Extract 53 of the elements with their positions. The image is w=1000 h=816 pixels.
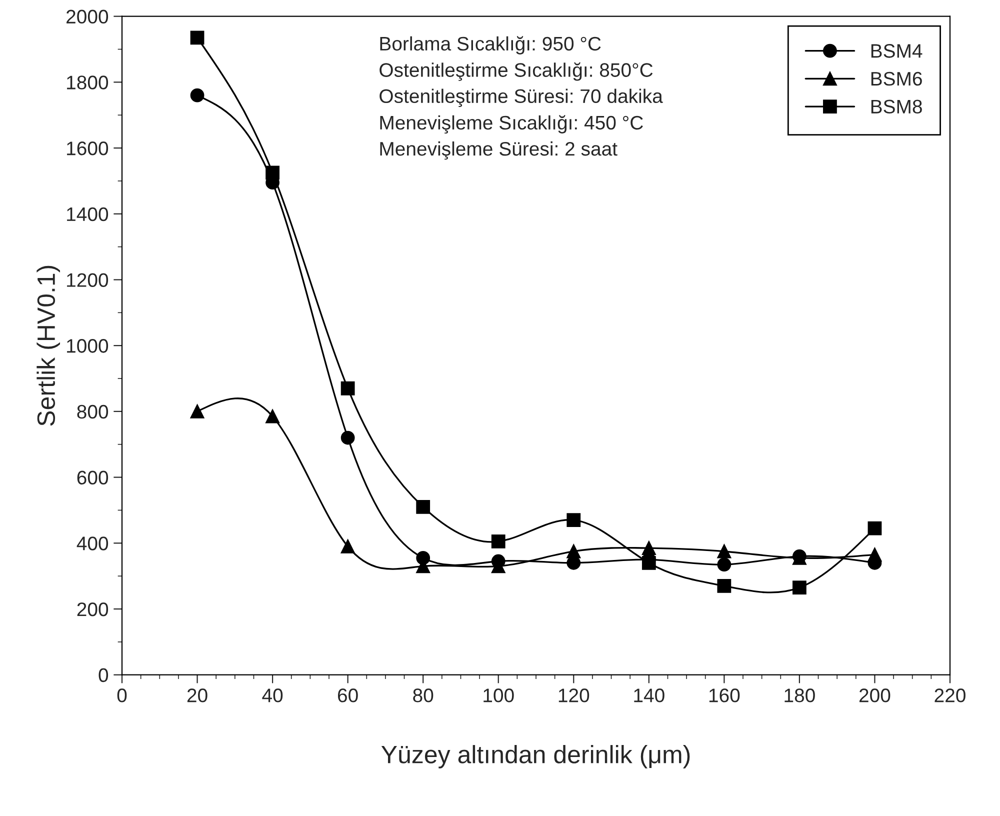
x-tick-label: 140 (634, 688, 664, 702)
point (491, 534, 506, 548)
x-tick-label: 180 (784, 688, 815, 702)
y-tick-label: 200 (77, 602, 108, 616)
x-tick-label: 80 (413, 688, 434, 702)
legend-label: BSM4 (871, 44, 922, 58)
point (717, 578, 732, 593)
x-tick-label: 20 (187, 688, 208, 702)
annotation: Ostenitleştirme Sıcaklığı: 850°C (380, 62, 653, 81)
point (868, 521, 882, 536)
point (717, 544, 732, 558)
y-tick-label: 400 (76, 536, 108, 550)
point (566, 513, 581, 528)
point (190, 88, 204, 102)
point (717, 558, 732, 572)
x-tick-label: 60 (338, 688, 358, 702)
point (340, 381, 355, 396)
y-tick-label: 2000 (66, 10, 108, 24)
legend-label: BSM6 (871, 72, 922, 86)
x-tick-label: 40 (262, 688, 283, 702)
x-tick-label: 200 (859, 688, 890, 702)
legend-label: BSM8 (871, 100, 922, 114)
x-tick-label: 100 (484, 688, 514, 702)
point (792, 580, 806, 595)
y-tick-label: 1200 (67, 273, 108, 287)
annotation: Menevişleme Süresi: 2 saat (380, 141, 618, 160)
point (868, 548, 882, 562)
point (340, 539, 355, 554)
x-tick-label: 120 (558, 688, 590, 702)
y-axis-title: Sertlik (HV0.1) (36, 266, 60, 426)
annotation: Borlama Sıcaklığı: 950 °C (380, 36, 601, 54)
point (642, 556, 656, 570)
point (416, 500, 430, 514)
point (340, 430, 355, 445)
x-tick-label: 220 (934, 688, 966, 702)
point (266, 166, 280, 180)
point (190, 404, 204, 418)
x-tick-label: 0 (117, 688, 127, 702)
point (642, 541, 656, 556)
y-tick-label: 1800 (67, 76, 108, 90)
annotation: Menevişleme Sıcaklığı: 450 °C (380, 115, 643, 134)
y-tick-label: 1400 (67, 207, 108, 222)
annotation: Ostenitleştirme Süresi: 70 dakika (380, 88, 663, 107)
x-axis-title: Yüzey altından derinlik (μm) (381, 745, 690, 768)
point (566, 544, 581, 558)
point (266, 409, 280, 424)
y-tick-label: 600 (77, 470, 108, 485)
point (190, 30, 204, 45)
y-tick-label: 1600 (67, 141, 108, 156)
y-tick-label: 0 (98, 668, 108, 682)
x-tick-label: 160 (709, 688, 740, 702)
y-tick-label: 1000 (67, 339, 108, 353)
y-tick-label: 800 (77, 404, 108, 419)
